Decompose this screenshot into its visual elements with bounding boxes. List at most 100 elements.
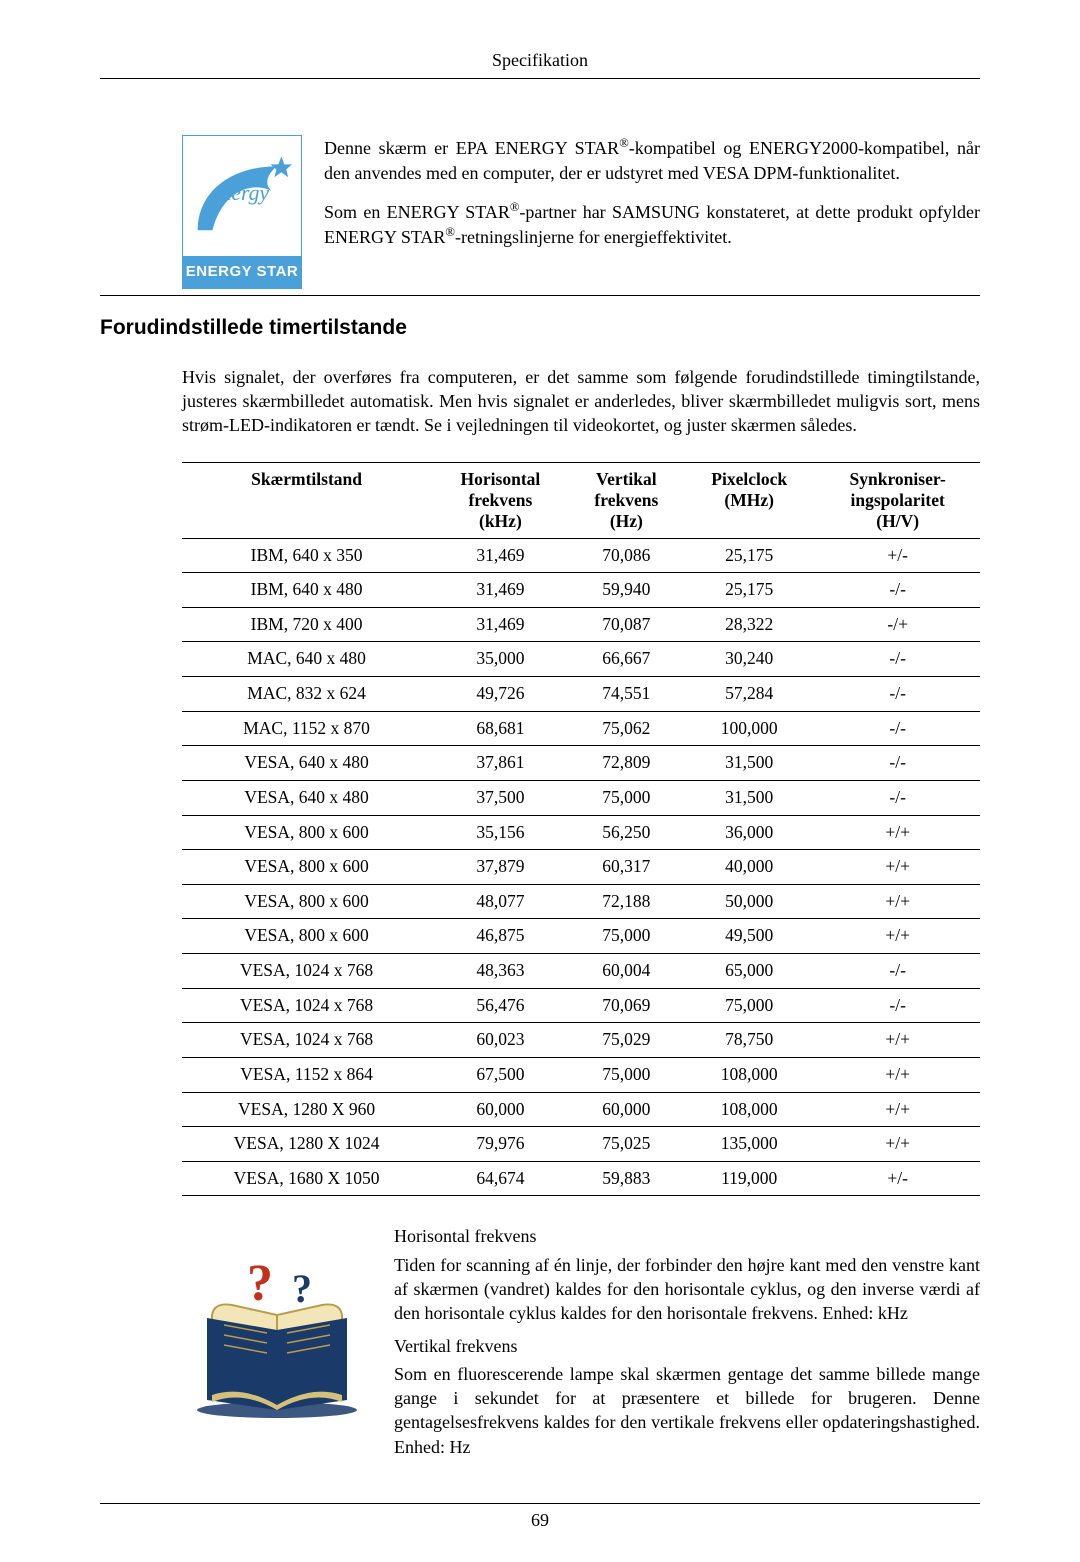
table-col-header: Pixelclock(MHz) [683, 462, 815, 538]
table-cell: 78,750 [683, 1023, 815, 1058]
table-cell: VESA, 1280 X 960 [182, 1092, 431, 1127]
table-cell: VESA, 640 x 480 [182, 780, 431, 815]
table-cell: 31,500 [683, 746, 815, 781]
svg-text:?: ? [292, 1266, 312, 1311]
table-cell: -/- [815, 780, 980, 815]
section-rule [100, 295, 980, 296]
header-rule [100, 78, 980, 79]
table-cell: MAC, 832 x 624 [182, 677, 431, 712]
svg-text:energy: energy [211, 181, 269, 205]
table-cell: 66,667 [570, 642, 683, 677]
table-cell: 74,551 [570, 677, 683, 712]
table-cell: 48,363 [431, 954, 569, 989]
table-cell: 37,879 [431, 850, 569, 885]
table-cell: VESA, 800 x 600 [182, 850, 431, 885]
table-cell: 57,284 [683, 677, 815, 712]
table-cell: -/- [815, 988, 980, 1023]
section-heading: Forudindstillede timertilstande [100, 314, 980, 342]
table-cell: 37,500 [431, 780, 569, 815]
table-cell: MAC, 640 x 480 [182, 642, 431, 677]
energy-star-text: Denne skærm er EPA ENERGY STAR®-kompatib… [324, 135, 980, 263]
table-cell: 59,883 [570, 1161, 683, 1196]
table-cell: 72,809 [570, 746, 683, 781]
table-cell: 79,976 [431, 1127, 569, 1162]
table-cell: 25,175 [683, 538, 815, 573]
table-cell: 60,000 [570, 1092, 683, 1127]
table-cell: MAC, 1152 x 870 [182, 711, 431, 746]
table-cell: -/+ [815, 607, 980, 642]
table-row: VESA, 1280 X 96060,00060,000108,000+/+ [182, 1092, 980, 1127]
energy-star-swirl-icon: energy [183, 136, 301, 256]
table-cell: 28,322 [683, 607, 815, 642]
table-body: IBM, 640 x 35031,46970,08625,175+/-IBM, … [182, 538, 980, 1196]
table-row: MAC, 1152 x 87068,68175,062100,000-/- [182, 711, 980, 746]
table-cell: 100,000 [683, 711, 815, 746]
table-cell: -/- [815, 573, 980, 608]
table-cell: IBM, 640 x 480 [182, 573, 431, 608]
table-cell: VESA, 640 x 480 [182, 746, 431, 781]
table-cell: 48,077 [431, 884, 569, 919]
table-cell: 65,000 [683, 954, 815, 989]
table-row: VESA, 1152 x 86467,50075,000108,000+/+ [182, 1057, 980, 1092]
frequency-text: Horisontal frekvens Tiden for scanning a… [394, 1224, 980, 1467]
frequency-block: ? ? Horisontal frekvens Tiden for scanni… [182, 1224, 980, 1467]
table-cell: 49,500 [683, 919, 815, 954]
table-cell: 108,000 [683, 1092, 815, 1127]
table-header-row: SkærmtilstandHorisontalfrekvens(kHz)Vert… [182, 462, 980, 538]
table-cell: -/- [815, 746, 980, 781]
table-row: MAC, 832 x 62449,72674,55157,284-/- [182, 677, 980, 712]
table-cell: 75,000 [570, 919, 683, 954]
table-cell: VESA, 1680 X 1050 [182, 1161, 431, 1196]
table-cell: -/- [815, 954, 980, 989]
table-cell: 31,469 [431, 573, 569, 608]
table-cell: 30,240 [683, 642, 815, 677]
table-cell: -/- [815, 711, 980, 746]
table-cell: 70,087 [570, 607, 683, 642]
svg-text:?: ? [247, 1260, 273, 1312]
horizontal-freq-title: Horisontal frekvens [394, 1224, 980, 1248]
table-cell: 35,156 [431, 815, 569, 850]
table-row: VESA, 640 x 48037,50075,00031,500-/- [182, 780, 980, 815]
table-cell: 50,000 [683, 884, 815, 919]
table-row: VESA, 800 x 60046,87575,00049,500+/+ [182, 919, 980, 954]
table-cell: 35,000 [431, 642, 569, 677]
table-col-header: Horisontalfrekvens(kHz) [431, 462, 569, 538]
table-cell: 135,000 [683, 1127, 815, 1162]
table-cell: 36,000 [683, 815, 815, 850]
table-cell: VESA, 800 x 600 [182, 919, 431, 954]
table-cell: 49,726 [431, 677, 569, 712]
vertical-freq-desc: Som en fluorescerende lampe skal skærmen… [394, 1362, 980, 1459]
table-cell: 31,469 [431, 538, 569, 573]
table-cell: 70,069 [570, 988, 683, 1023]
timing-table: SkærmtilstandHorisontalfrekvens(kHz)Vert… [182, 462, 980, 1197]
table-row: IBM, 720 x 40031,46970,08728,322-/+ [182, 607, 980, 642]
table-row: IBM, 640 x 35031,46970,08625,175+/- [182, 538, 980, 573]
table-cell: 75,062 [570, 711, 683, 746]
table-cell: 75,000 [570, 1057, 683, 1092]
table-cell: +/+ [815, 1023, 980, 1058]
page-header-title: Specifikation [100, 48, 980, 78]
table-row: MAC, 640 x 48035,00066,66730,240-/- [182, 642, 980, 677]
table-cell: 59,940 [570, 573, 683, 608]
book-question-icon: ? ? [182, 1260, 372, 1420]
horizontal-freq-desc: Tiden for scanning af én linje, der forb… [394, 1253, 980, 1326]
table-cell: 46,875 [431, 919, 569, 954]
intro-paragraph: Hvis signalet, der overføres fra compute… [182, 365, 980, 438]
table-cell: 31,469 [431, 607, 569, 642]
table-cell: +/+ [815, 1127, 980, 1162]
energy-star-logo-graphic: energy [183, 136, 301, 256]
table-cell: 67,500 [431, 1057, 569, 1092]
table-cell: 25,175 [683, 573, 815, 608]
table-cell: 56,250 [570, 815, 683, 850]
table-cell: VESA, 800 x 600 [182, 884, 431, 919]
table-cell: VESA, 800 x 600 [182, 815, 431, 850]
table-row: VESA, 800 x 60035,15656,25036,000+/+ [182, 815, 980, 850]
table-cell: -/- [815, 642, 980, 677]
table-cell: +/+ [815, 815, 980, 850]
table-col-header: Skærmtilstand [182, 462, 431, 538]
table-cell: 64,674 [431, 1161, 569, 1196]
table-cell: +/+ [815, 1057, 980, 1092]
table-cell: 37,861 [431, 746, 569, 781]
table-col-header: Vertikalfrekvens(Hz) [570, 462, 683, 538]
page-number: 69 [100, 1508, 980, 1532]
